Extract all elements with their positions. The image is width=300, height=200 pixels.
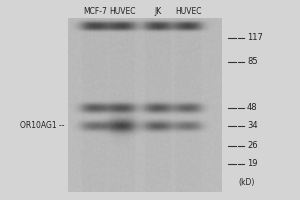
Text: OR10AG1 --: OR10AG1 -- — [20, 121, 64, 130]
Text: 117: 117 — [247, 33, 263, 43]
Text: HUVEC: HUVEC — [109, 7, 135, 17]
Text: (kD): (kD) — [238, 178, 254, 186]
Text: MCF-7: MCF-7 — [83, 7, 107, 17]
Text: 34: 34 — [247, 121, 258, 130]
Text: 48: 48 — [247, 104, 258, 112]
Text: JK: JK — [154, 7, 162, 17]
Text: 85: 85 — [247, 58, 258, 66]
Text: 26: 26 — [247, 142, 258, 150]
Text: HUVEC: HUVEC — [175, 7, 201, 17]
Text: 19: 19 — [247, 160, 257, 168]
